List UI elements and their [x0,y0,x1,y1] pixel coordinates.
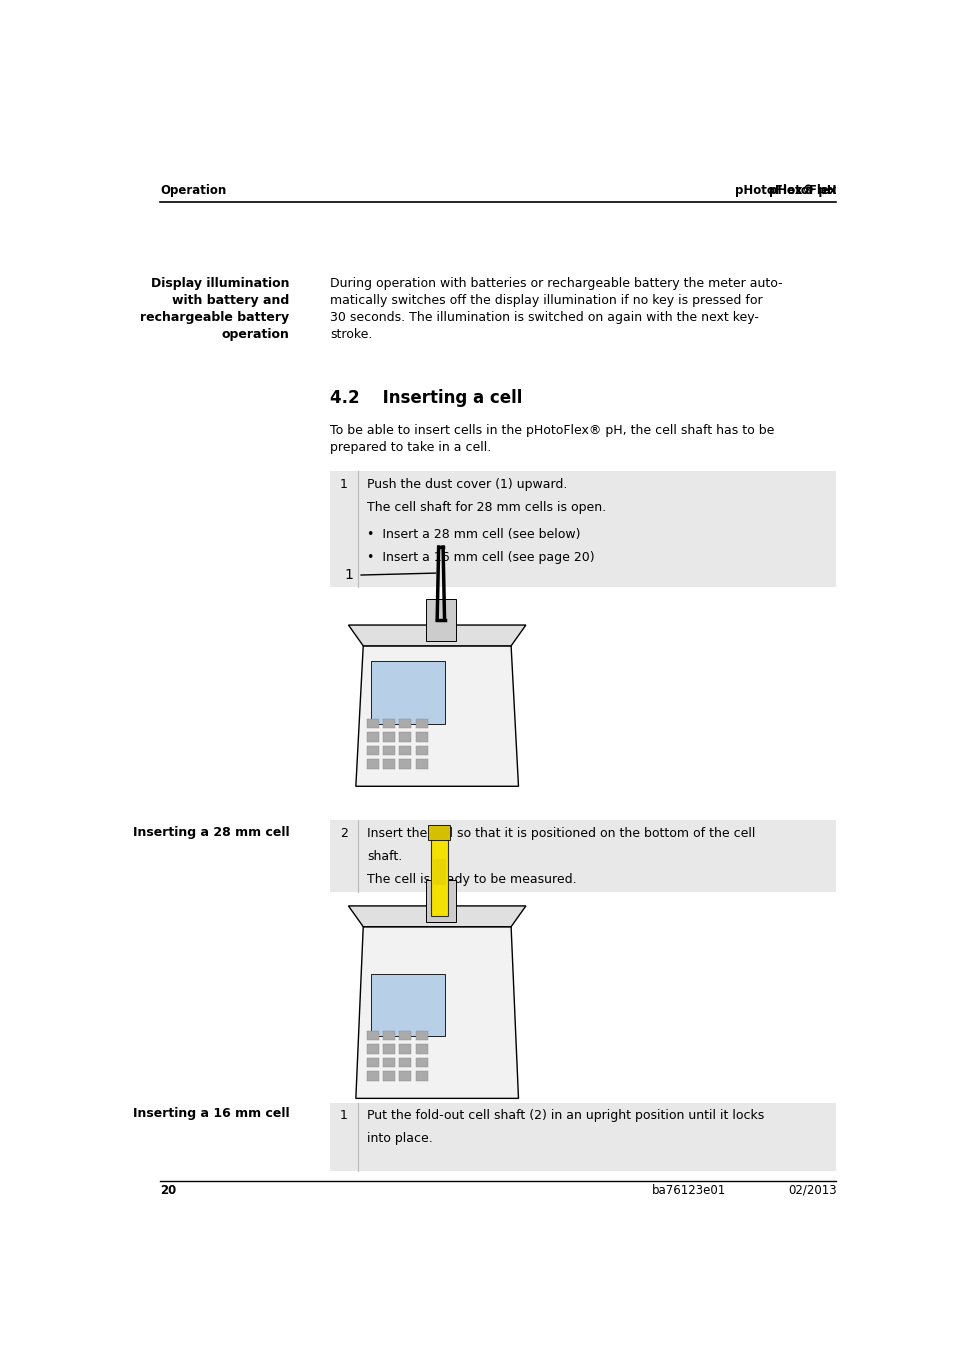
Text: Display illumination
with battery and
rechargeable battery
operation: Display illumination with battery and re… [140,277,289,340]
Bar [367,1071,378,1081]
Text: shaft.: shaft. [367,850,402,863]
Bar [367,1044,378,1054]
Polygon shape [348,626,525,646]
Bar [416,746,427,755]
Bar [433,859,446,885]
Bar [370,662,444,724]
Bar [399,746,411,755]
Text: To be able to insert cells in the pHotoFlex® pH, the cell shaft has to be
prepar: To be able to insert cells in the pHotoF… [330,424,774,454]
Bar [399,1058,411,1067]
Bar [426,598,456,640]
Text: pHotoFlex® pH: pHotoFlex® pH [734,185,836,197]
Bar [431,838,447,916]
Bar [367,719,378,728]
Text: During operation with batteries or rechargeable battery the meter auto-
maticall: During operation with batteries or recha… [330,277,781,340]
Text: The cell is ready to be measured.: The cell is ready to be measured. [367,873,576,886]
Bar [367,1058,378,1067]
Bar [383,1031,395,1040]
Text: 4.2    Inserting a cell: 4.2 Inserting a cell [330,389,522,407]
Bar [399,719,411,728]
Bar [416,719,427,728]
Text: Inserting a 16 mm cell: Inserting a 16 mm cell [132,1106,289,1120]
Bar [416,1071,427,1081]
Bar [428,824,450,840]
Bar [330,820,836,893]
Bar [416,1044,427,1054]
Bar [383,1044,395,1054]
Bar [367,746,378,755]
Text: 1: 1 [339,478,348,492]
Bar [399,732,411,742]
Bar [426,880,456,921]
Text: The cell shaft for 28 mm cells is open.: The cell shaft for 28 mm cells is open. [367,501,605,515]
Bar [399,1071,411,1081]
Text: •  Insert a 16 mm cell (see page 20): • Insert a 16 mm cell (see page 20) [367,551,594,565]
Bar [367,1031,378,1040]
Text: 02/2013: 02/2013 [787,1183,836,1197]
Bar [416,1058,427,1067]
Text: Insert the cell so that it is positioned on the bottom of the cell: Insert the cell so that it is positioned… [367,827,755,840]
Bar [383,1071,395,1081]
Bar [399,1044,411,1054]
Polygon shape [348,907,525,927]
Text: ba76123e01: ba76123e01 [651,1183,725,1197]
Bar [367,759,378,769]
Bar [383,746,395,755]
Bar [370,974,444,1036]
Bar [416,1031,427,1040]
Bar [399,759,411,769]
Bar [416,759,427,769]
Polygon shape [355,646,518,786]
Bar [383,1058,395,1067]
Bar [383,719,395,728]
Text: 1: 1 [344,569,354,582]
Bar [399,1031,411,1040]
Polygon shape [355,927,518,1098]
Text: •  Insert a 28 mm cell (see below): • Insert a 28 mm cell (see below) [367,528,579,542]
Text: into place.: into place. [367,1132,433,1144]
Text: pHotoFlex: pHotoFlex [768,185,836,197]
Bar [383,759,395,769]
Text: 1: 1 [339,1109,348,1121]
Text: Operation: Operation [160,185,226,197]
Text: Push the dust cover (1) upward.: Push the dust cover (1) upward. [367,478,567,492]
Bar [367,732,378,742]
Bar [330,471,836,586]
Text: Put the fold-out cell shaft (2) in an upright position until it locks: Put the fold-out cell shaft (2) in an up… [367,1109,763,1121]
Text: Inserting a 28 mm cell: Inserting a 28 mm cell [132,825,289,839]
Text: 2: 2 [339,827,348,840]
Text: 20: 20 [160,1183,176,1197]
Bar [416,732,427,742]
Bar [383,732,395,742]
Bar [330,1102,836,1171]
